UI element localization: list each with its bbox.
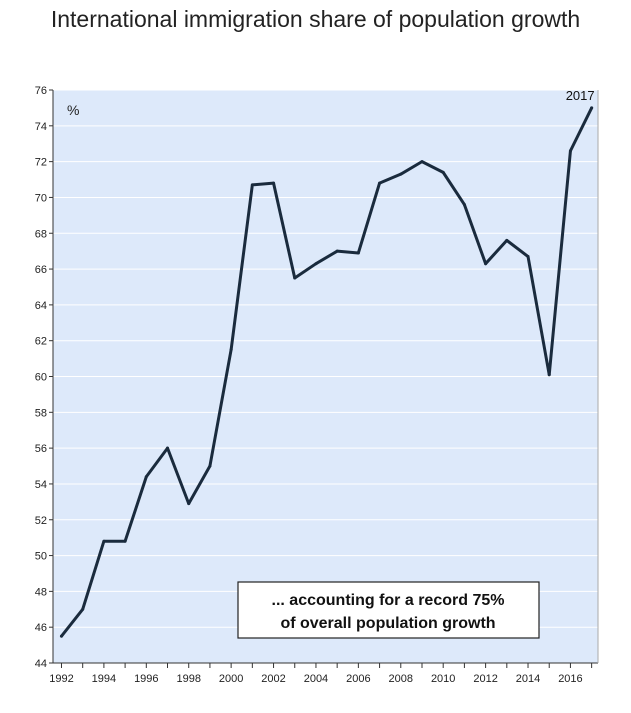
- axes: 44 46 48 50 52 54 56 58 60 62 64 66 68 70 72 74 76 1992 19…: [35, 85, 599, 685]
- data-point: [505, 238, 509, 242]
- data-point: [293, 276, 297, 280]
- data-point: [166, 446, 170, 450]
- data-point: [59, 634, 63, 638]
- x-tick-label: 1998: [176, 673, 200, 685]
- y-tick-label: 64: [35, 300, 47, 312]
- data-point: [526, 255, 530, 259]
- data-point: [272, 181, 276, 185]
- x-tick-label: 2002: [261, 673, 285, 685]
- y-tick-label: 58: [35, 407, 47, 419]
- data-point: [335, 249, 339, 253]
- data-point: [568, 149, 572, 153]
- y-tick-label: 60: [35, 372, 47, 384]
- data-point: [547, 373, 551, 377]
- data-point: [399, 172, 403, 176]
- y-tick-label: 44: [35, 658, 47, 670]
- y-tick-label: 50: [35, 551, 47, 563]
- x-tick-label: 2004: [304, 673, 328, 685]
- data-point: [208, 464, 212, 468]
- x-tick-label: 2006: [346, 673, 370, 685]
- chart-title: International immigration share of popul…: [50, 6, 581, 32]
- data-point: [102, 539, 106, 543]
- data-point: [420, 160, 424, 164]
- data-point: [229, 348, 233, 352]
- data-layer: [59, 106, 594, 638]
- x-tick-label: 1992: [49, 673, 73, 685]
- data-point: [441, 170, 445, 174]
- x-tick-label: 2016: [558, 673, 582, 685]
- data-point: [81, 607, 85, 611]
- x-tick-label: 2000: [219, 673, 243, 685]
- y-tick-label: 56: [35, 443, 47, 455]
- x-tick-label: 2010: [431, 673, 455, 685]
- y-tick-label: 66: [35, 264, 47, 276]
- y-tick-label: 54: [35, 479, 47, 491]
- y-tick-label: 76: [35, 85, 47, 97]
- end-year-label: 2017: [566, 88, 595, 103]
- x-tick-label: 1994: [92, 673, 116, 685]
- x-tick-label: 2014: [516, 673, 540, 685]
- data-point: [462, 203, 466, 207]
- data-point: [378, 181, 382, 185]
- y-tick-label: 70: [35, 192, 47, 204]
- annotation-box: ... accounting for a record 75% of overa…: [237, 581, 540, 639]
- annotation-frame: [237, 581, 540, 639]
- data-point: [590, 106, 594, 110]
- series-line: [59, 106, 594, 638]
- annotation-line-1: ... accounting for a record 75%: [272, 592, 505, 609]
- data-point: [187, 502, 191, 506]
- y-tick-label: 48: [35, 586, 47, 598]
- data-point: [123, 539, 127, 543]
- data-point: [250, 183, 254, 187]
- annotation-line-2: of overall population growth: [280, 615, 495, 632]
- data-point: [356, 251, 360, 255]
- x-tick-label: 2008: [389, 673, 413, 685]
- y-tick-label: 62: [35, 336, 47, 348]
- data-point: [484, 262, 488, 266]
- x-tick-label: 1996: [134, 673, 158, 685]
- y-tick-label: 74: [35, 121, 47, 133]
- data-point: [314, 262, 318, 266]
- y-tick-label: 68: [35, 228, 47, 240]
- data-point: [144, 475, 148, 479]
- y-tick-label: 46: [35, 622, 47, 634]
- x-tick-label: 2012: [473, 673, 497, 685]
- y-tick-label: 52: [35, 515, 47, 527]
- y-tick-label: 72: [35, 157, 47, 169]
- unit-label: %: [67, 102, 79, 118]
